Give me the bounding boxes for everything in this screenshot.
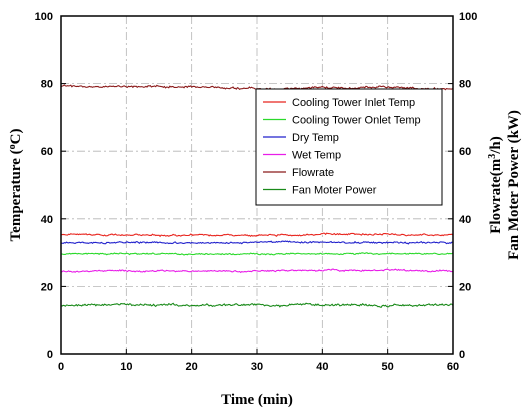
series-line-6: [60, 302, 454, 308]
legend: Cooling Tower Inlet Temp Cooling Tower On…: [255, 88, 443, 206]
legend-label: Cooling Tower Inlet Temp: [292, 97, 415, 109]
series-line-2: [60, 252, 454, 256]
x-tick-label: 10: [120, 361, 132, 373]
legend-box: [255, 88, 443, 206]
y-axis-right-title-power: Fan Moter Power (kW): [506, 110, 522, 260]
legend-label: Wet Temp: [292, 150, 341, 162]
y-tick-label: 0: [47, 349, 53, 361]
legend-label: Cooling Tower Onlet Temp: [292, 115, 421, 127]
series-line-1: [60, 232, 454, 238]
y-axis-left-title: Temperature (oC): [7, 129, 25, 242]
y2-tick-label: 40: [459, 214, 471, 226]
y-right-title-prefix: Flowrate(m: [488, 158, 504, 233]
x-tick-label: 0: [58, 361, 64, 373]
y-axis-right-title-flowrate: Flowrate(m3/h): [487, 136, 505, 233]
y2-tick-label: 100: [459, 11, 477, 23]
x-tick-label: 60: [447, 361, 459, 373]
y-tick-label: 20: [41, 281, 53, 293]
y-tick-label: 40: [41, 214, 53, 226]
legend-label: Fan Moter Power: [292, 185, 377, 197]
y2-tick-label: 80: [459, 79, 471, 91]
y-right-title-sup: 3: [487, 154, 498, 159]
series-lines: [60, 84, 454, 308]
legend-label: Dry Temp: [292, 132, 339, 144]
y-tick-label: 100: [35, 11, 53, 23]
series-line-3: [60, 240, 454, 245]
x-axis-title: Time (min): [221, 392, 293, 408]
x-tick-label: 30: [251, 361, 263, 373]
legend-label: Flowrate: [292, 167, 334, 179]
y-right-title-suffix: /h): [488, 136, 504, 155]
x-tick-label: 20: [186, 361, 198, 373]
y2-tick-label: 60: [459, 146, 471, 158]
y-left-title-suffix: C): [8, 129, 24, 145]
y-tick-label: 60: [41, 146, 53, 158]
y2-tick-label: 20: [459, 281, 471, 293]
y-tick-label: 80: [41, 79, 53, 91]
x-tick-label: 50: [382, 361, 394, 373]
y-left-title-prefix: Temperature (: [8, 149, 24, 241]
x-tick-label: 40: [316, 361, 328, 373]
y-left-title-sup: o: [7, 144, 18, 149]
series-line-4: [60, 268, 454, 274]
y2-tick-label: 0: [459, 349, 465, 361]
